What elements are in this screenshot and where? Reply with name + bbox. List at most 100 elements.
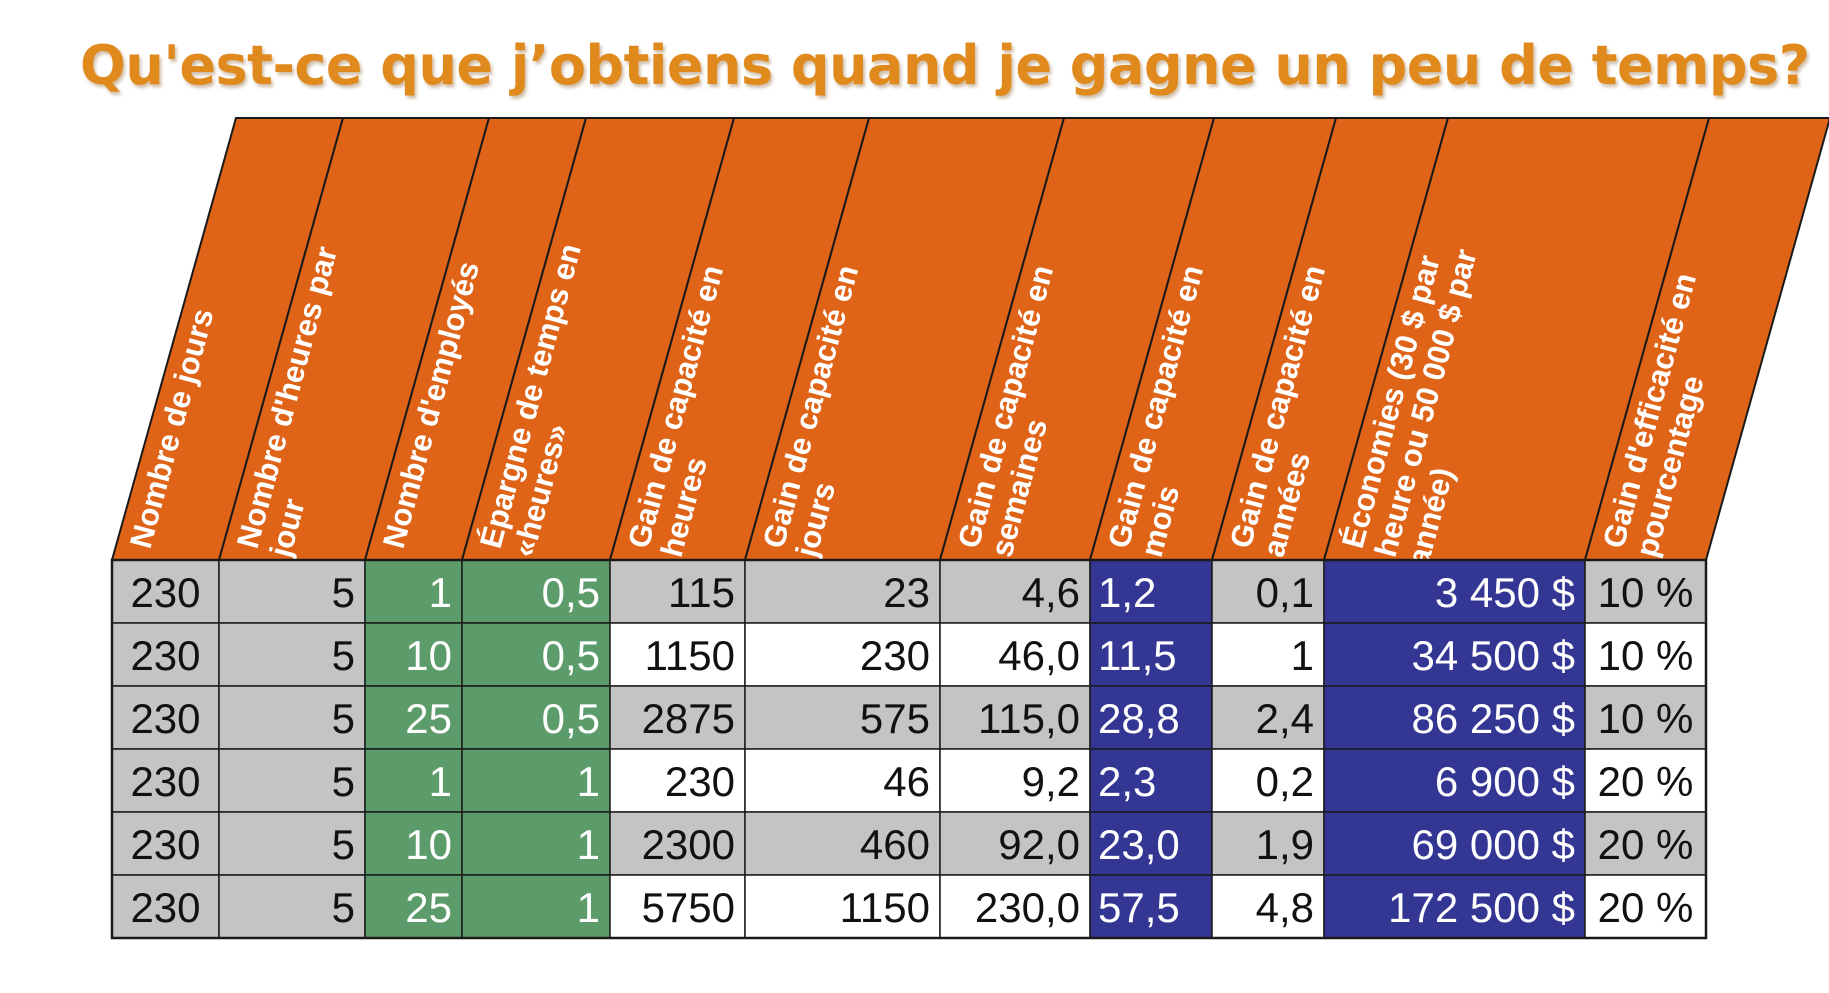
table-cell-gain_semaines: 92,0: [998, 821, 1080, 868]
table-cell-gain_annees: 4,8: [1256, 884, 1314, 931]
table-cell-employes: 1: [429, 758, 452, 805]
table-cell-gain_jours: 46: [883, 758, 930, 805]
table-cell-heures_par_jour: 5: [332, 632, 355, 679]
table-cell-bg: [218, 622, 366, 687]
table-cell-bg: [1323, 622, 1586, 687]
table-cell-bg: [1089, 685, 1213, 750]
table-row: 230 5 1 1 230 46 9,2 2,3 0,2 6 900 $ 20 %: [111, 748, 1707, 813]
table-row: 230 5 10 0,5 1150 230 46,0 11,5 1 34 500 $ 10 %: [111, 622, 1707, 687]
table-cell-heures_par_jour: 5: [332, 821, 355, 868]
table-cell-jours: 230: [130, 884, 200, 931]
table-cell-gain_heures: 2875: [642, 695, 735, 742]
table-cell-bg: [939, 622, 1091, 687]
table-cell-bg: [1211, 811, 1325, 876]
table-cell-bg: [744, 622, 941, 687]
table-cell-gain_annees: 0,1: [1256, 569, 1314, 616]
table-cell-gain_heures: 230: [665, 758, 735, 805]
table-cell-efficacite: 20 %: [1598, 758, 1694, 805]
table-cell-bg: [1584, 559, 1707, 624]
table-cell-gain_jours: 575: [860, 695, 930, 742]
table-cell-bg: [218, 874, 366, 939]
table-cell-economies: 172 500 $: [1388, 884, 1575, 931]
table-body: 230 5 1 0,5 115 23 4,6 1,2 0,1 3 450 $10 %230 5 10 0…: [110, 558, 1708, 940]
table-border: [110, 558, 1708, 940]
table-cell-epargne: 1: [577, 758, 600, 805]
table-cell-bg: [1211, 559, 1325, 624]
table-cell-gain_mois: 11,5: [1098, 632, 1177, 679]
table-row: 230 5 25 0,5 2875 575 115,0 28,8 2,4 86 250 $ 10 %: [111, 685, 1707, 750]
table-cell-bg: [111, 622, 220, 687]
table-cell-gain_jours: 1150: [840, 884, 930, 931]
table-cell-gain_jours: 230: [860, 632, 930, 679]
table-cell-bg: [111, 748, 220, 813]
table-cell-bg: [1584, 748, 1707, 813]
table-cell-bg: [111, 685, 220, 750]
table-cell-bg: [939, 811, 1091, 876]
table-cell-employes: 25: [405, 884, 452, 931]
table-cell-epargne: 0,5: [542, 632, 600, 679]
table-cell-bg: [939, 874, 1091, 939]
table-cell-bg: [1089, 811, 1213, 876]
table-cell-bg: [218, 559, 366, 624]
table-cell-economies: 86 250 $: [1412, 695, 1576, 742]
table-cell-bg: [218, 748, 366, 813]
table-cell-gain_semaines: 9,2: [1022, 758, 1080, 805]
table-cell-jours: 230: [130, 569, 200, 616]
table-cell-bg: [111, 811, 220, 876]
table-cell-bg: [1584, 685, 1707, 750]
table-cell-gain_heures: 2300: [642, 821, 735, 868]
table-cell-efficacite: 10 %: [1598, 632, 1694, 679]
table-cell-gain_mois: 28,8: [1098, 695, 1180, 742]
table-cell-efficacite: 10 %: [1598, 569, 1694, 616]
table-cell-bg: [1211, 685, 1325, 750]
table-cell-bg: [1584, 622, 1707, 687]
table-cell-epargne: 1: [577, 884, 600, 931]
table-cell-epargne: 0,5: [542, 695, 600, 742]
table-cell-employes: 25: [405, 695, 452, 742]
table-cell-bg: [1089, 622, 1213, 687]
table-cell-bg: [218, 685, 366, 750]
table-cell-gain_mois: 2,3: [1098, 758, 1156, 805]
table-cell-gain_annees: 0,2: [1256, 758, 1314, 805]
table-header: Nombre de jours Nombre d'heures parjour No…: [110, 117, 1829, 569]
table-cell-gain_heures: 115: [668, 569, 735, 616]
table-cell-efficacite: 20 %: [1598, 884, 1694, 931]
table-cell-bg: [744, 748, 941, 813]
table-cell-jours: 230: [130, 632, 200, 679]
table-cell-efficacite: 10 %: [1598, 695, 1694, 742]
table-cell-bg: [1323, 748, 1586, 813]
table-cell-gain_annees: 2,4: [1256, 695, 1314, 742]
table-cell-economies: 6 900 $: [1435, 758, 1575, 805]
table-cell-employes: 1: [429, 569, 452, 616]
table-cell-gain_heures: 5750: [642, 884, 735, 931]
table-cell-gain_mois: 23,0: [1098, 821, 1180, 868]
table-cell-bg: [364, 748, 463, 813]
table-cell-bg: [609, 811, 746, 876]
table-cell-bg: [461, 685, 611, 750]
table-cell-bg: [1323, 685, 1586, 750]
table-cell-gain_mois: 1,2: [1098, 569, 1156, 616]
table-cell-bg: [364, 622, 463, 687]
table-cell-gain_semaines: 230,0: [975, 884, 1080, 931]
table-cell-employes: 10: [405, 821, 452, 868]
table-cell-economies: 3 450 $: [1435, 569, 1575, 616]
table-cell-bg: [111, 874, 220, 939]
table-cell-heures_par_jour: 5: [332, 758, 355, 805]
table-cell-epargne: 1: [577, 821, 600, 868]
table-cell-bg: [1584, 811, 1707, 876]
table-cell-gain_jours: 23: [883, 569, 930, 616]
table-cell-heures_par_jour: 5: [332, 884, 355, 931]
page-title: Qu'est-ce que j’obtiens quand je gagne u…: [80, 34, 1810, 97]
table-cell-employes: 10: [405, 632, 452, 679]
table-cell-bg: [461, 559, 611, 624]
table-cell-heures_par_jour: 5: [332, 695, 355, 742]
table-cell-jours: 230: [130, 695, 200, 742]
table-cell-economies: 69 000 $: [1412, 821, 1576, 868]
table-cell-bg: [609, 748, 746, 813]
table-cell-economies: 34 500 $: [1412, 632, 1576, 679]
table-cell-gain_annees: 1: [1291, 632, 1314, 679]
table-cell-efficacite: 20 %: [1598, 821, 1694, 868]
table-cell-gain_mois: 57,5: [1098, 884, 1180, 931]
table-cell-gain_heures: 1150: [645, 632, 735, 679]
